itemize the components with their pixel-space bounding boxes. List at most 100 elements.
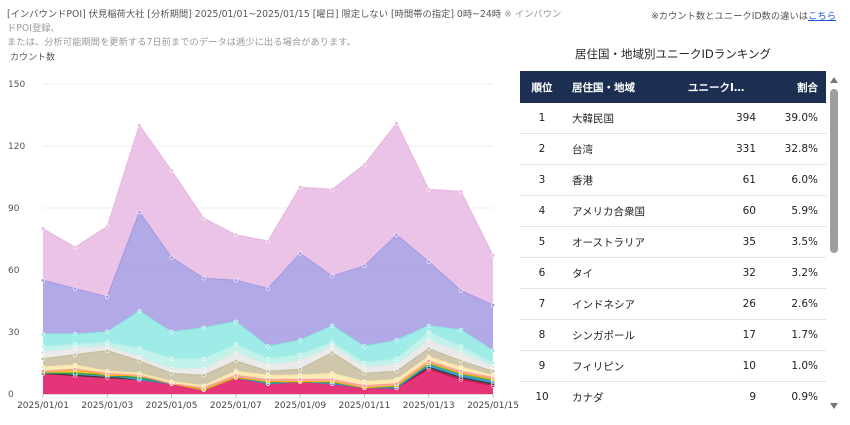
data-point bbox=[233, 319, 238, 324]
ranking-row: 7 インドネシア 26 2.6% bbox=[520, 288, 826, 320]
x-tick-label: 2025/01/03 bbox=[81, 401, 133, 411]
data-point bbox=[40, 278, 46, 283]
data-point bbox=[201, 383, 206, 388]
data-point bbox=[233, 358, 238, 364]
stacked-area-chart: カウント数 0 30 60 90 120 150 2025/01/01 2025/01/03 20… bbox=[8, 51, 519, 411]
data-point bbox=[362, 263, 367, 268]
ratio-cell: 3.2% bbox=[764, 257, 826, 289]
data-point bbox=[233, 278, 238, 283]
y-tick-label: 90 bbox=[8, 204, 20, 214]
rank-cell: 4 bbox=[520, 195, 564, 227]
data-point bbox=[265, 373, 271, 378]
data-point bbox=[298, 373, 303, 378]
data-point bbox=[362, 360, 367, 366]
data-point bbox=[169, 255, 174, 260]
rank-cell: 5 bbox=[520, 226, 564, 258]
unique-id-cell: 26 bbox=[680, 288, 764, 320]
country-cell: フィリピン bbox=[564, 350, 680, 382]
data-point bbox=[73, 245, 78, 250]
header-rank[interactable]: 順位 bbox=[520, 71, 564, 103]
unique-id-cell: 32 bbox=[680, 257, 764, 289]
y-tick-label: 60 bbox=[8, 266, 20, 276]
ranking-scrollbar[interactable] bbox=[829, 71, 840, 411]
data-point bbox=[105, 348, 110, 353]
scrollbar-thumb[interactable] bbox=[830, 89, 838, 253]
ranking-header-row: 順位 居住国・地域 ユニークI… 割合 bbox=[520, 71, 826, 103]
data-point bbox=[265, 362, 271, 368]
rank-cell: 7 bbox=[520, 288, 564, 320]
country-cell: 香港 bbox=[564, 164, 680, 196]
data-point bbox=[490, 365, 496, 370]
data-point bbox=[201, 216, 206, 221]
data-point bbox=[73, 346, 78, 351]
data-point bbox=[201, 276, 206, 281]
data-point bbox=[458, 288, 463, 293]
header-unique-id[interactable]: ユニークI… bbox=[680, 71, 764, 103]
data-point bbox=[490, 360, 496, 366]
country-cell: シンガポール bbox=[564, 319, 680, 351]
data-point bbox=[298, 367, 303, 372]
data-point bbox=[394, 381, 399, 386]
y-tick-label: 30 bbox=[8, 328, 20, 338]
data-point bbox=[137, 358, 142, 364]
data-point bbox=[137, 354, 142, 359]
data-point bbox=[265, 344, 271, 349]
data-point bbox=[73, 367, 78, 372]
data-point bbox=[233, 232, 238, 237]
rank-cell: 9 bbox=[520, 350, 564, 382]
unique-id-cell: 10 bbox=[680, 350, 764, 382]
data-point bbox=[394, 232, 399, 237]
data-point bbox=[169, 379, 174, 384]
ranking-row: 8 シンガポール 17 1.7% bbox=[520, 319, 826, 351]
data-point bbox=[233, 369, 238, 374]
scroll-down-arrow-icon[interactable] bbox=[830, 403, 838, 409]
data-point bbox=[426, 354, 431, 359]
data-point bbox=[394, 369, 399, 374]
ranking-table-container: 順位 居住国・地域 ユニークI… 割合 1 大韓民国 394 39.0% 2 台湾 331 3… bbox=[520, 71, 826, 411]
data-point bbox=[233, 350, 238, 355]
data-point bbox=[137, 309, 142, 314]
data-point bbox=[201, 356, 206, 361]
data-point bbox=[40, 331, 46, 337]
x-tick-label: 2025/01/15 bbox=[467, 401, 519, 411]
scroll-up-arrow-icon[interactable] bbox=[830, 77, 838, 83]
ranking-row: 3 香港 61 6.0% bbox=[520, 164, 826, 196]
data-point bbox=[426, 346, 431, 351]
header-country[interactable]: 居住国・地域 bbox=[564, 71, 680, 103]
data-point bbox=[40, 356, 46, 361]
ratio-cell: 6.0% bbox=[764, 164, 826, 196]
ranking-row: 4 アメリカ合衆国 60 5.9% bbox=[520, 195, 826, 227]
data-point bbox=[490, 348, 496, 353]
here-link[interactable]: こちら bbox=[808, 11, 836, 22]
data-point bbox=[40, 365, 46, 370]
series-area-8 bbox=[43, 348, 493, 386]
data-point bbox=[330, 371, 335, 376]
unique-id-cell: 35 bbox=[680, 226, 764, 258]
ratio-cell: 5.9% bbox=[764, 195, 826, 227]
header-ratio[interactable]: 割合 bbox=[764, 71, 826, 103]
data-point bbox=[426, 329, 431, 335]
unique-id-cell: 9 bbox=[680, 381, 764, 411]
ranking-row: 6 タイ 32 3.2% bbox=[520, 257, 826, 289]
ratio-cell: 1.7% bbox=[764, 319, 826, 351]
data-point bbox=[40, 226, 46, 231]
data-point bbox=[330, 187, 335, 192]
rank-cell: 10 bbox=[520, 381, 564, 411]
ranking-title: 居住国・地域別ユニークIDランキング bbox=[575, 47, 771, 61]
data-point bbox=[490, 373, 496, 378]
unique-id-cell: 61 bbox=[680, 164, 764, 196]
data-point bbox=[73, 371, 78, 376]
data-point bbox=[394, 362, 399, 368]
y-axis-label: カウント数 bbox=[10, 51, 55, 63]
unique-id-cell: 331 bbox=[680, 133, 764, 165]
data-point bbox=[394, 377, 399, 382]
ranking-row: 9 フィリピン 10 1.0% bbox=[520, 350, 826, 382]
y-tick-label: 120 bbox=[8, 142, 25, 152]
data-point bbox=[201, 367, 206, 372]
data-point bbox=[298, 251, 303, 256]
data-point bbox=[426, 187, 431, 192]
data-point bbox=[426, 358, 431, 364]
series-area-13 bbox=[43, 123, 493, 306]
x-tick-label: 2025/01/13 bbox=[403, 401, 455, 411]
country-cell: オーストラリア bbox=[564, 226, 680, 258]
